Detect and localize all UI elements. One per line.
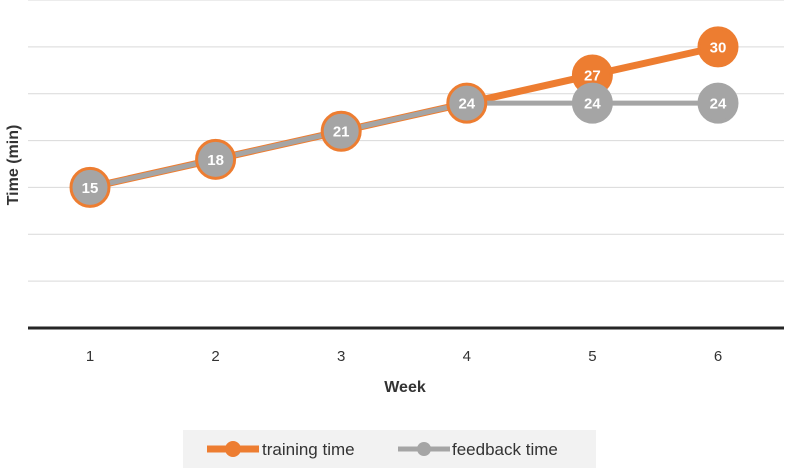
series-lines [90,47,718,188]
data-label: 30 [710,39,727,56]
x-axis-title: Week [384,379,426,396]
legend-label: training time [262,440,355,459]
legend-swatch-marker [225,441,241,457]
x-tick-label: 5 [588,348,596,365]
legend-swatch-marker [417,442,431,456]
x-tick-label: 2 [211,348,219,365]
data-label: 21 [333,124,350,141]
x-tick-label: 6 [714,348,722,365]
gridlines [28,0,784,281]
x-tick-label: 1 [86,348,94,365]
data-label: 18 [207,152,224,169]
legend-label: feedback time [452,440,558,459]
data-label: 24 [458,96,475,113]
data-label: 27 [584,67,601,84]
data-label: 15 [82,180,99,197]
data-label: 24 [710,96,727,113]
x-tick-label: 3 [337,348,345,365]
series-line-feedback-time [90,103,718,187]
y-axis-title: Time (min) [5,125,22,206]
x-tick-label: 4 [463,348,471,365]
legend: training time feedback time [183,430,596,468]
x-axis: 1 2 3 4 5 6 [28,328,784,365]
data-label: 24 [584,96,601,113]
